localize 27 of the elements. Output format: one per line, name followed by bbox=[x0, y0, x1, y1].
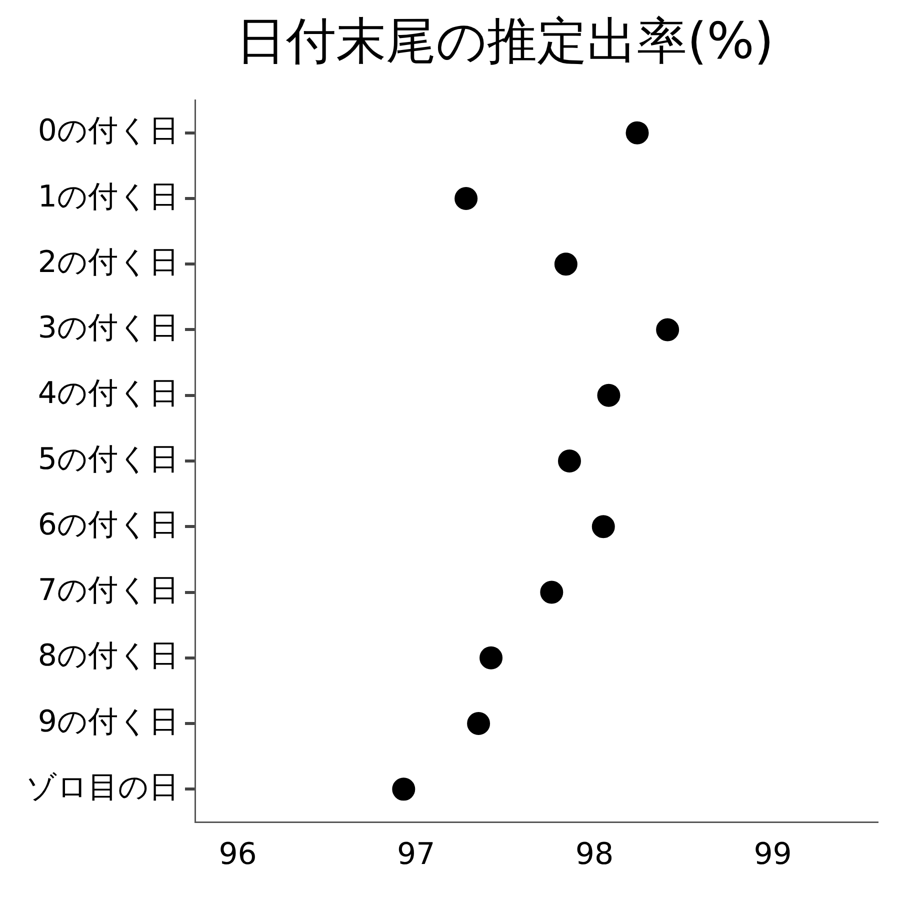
point bbox=[540, 580, 564, 604]
y-tick-label: 0の付く日 bbox=[38, 114, 179, 149]
point bbox=[592, 515, 615, 538]
point bbox=[467, 712, 490, 736]
y-tick-label: 1の付く日 bbox=[38, 179, 179, 214]
point bbox=[626, 121, 649, 144]
x-tick-label: 99 bbox=[754, 836, 792, 872]
point bbox=[558, 450, 581, 472]
y-tick-label: 5の付く日 bbox=[38, 442, 179, 477]
y-tick-label: 9の付く日 bbox=[38, 704, 179, 740]
chart-title: 日付末尾の推定出率(%) bbox=[235, 11, 775, 72]
point bbox=[480, 646, 503, 670]
y-tick-label: 3の付く日 bbox=[38, 310, 179, 346]
y-tick-label: 8の付く日 bbox=[38, 638, 179, 674]
point bbox=[656, 318, 680, 342]
y-tick-label: 7の付く日 bbox=[38, 573, 179, 608]
y-tick-label: 6の付く日 bbox=[38, 507, 179, 542]
y-tick-label: ゾロ目の日 bbox=[26, 770, 179, 805]
point bbox=[554, 252, 578, 276]
y-tick-label: 2の付く日 bbox=[38, 244, 179, 280]
y-tick-label: 4の付く日 bbox=[38, 376, 179, 412]
point bbox=[392, 778, 416, 801]
x-tick-label: 98 bbox=[575, 836, 614, 872]
x-tick-label: 96 bbox=[218, 836, 257, 872]
point bbox=[597, 384, 620, 407]
point bbox=[454, 186, 478, 210]
x-tick-label: 97 bbox=[397, 836, 436, 872]
